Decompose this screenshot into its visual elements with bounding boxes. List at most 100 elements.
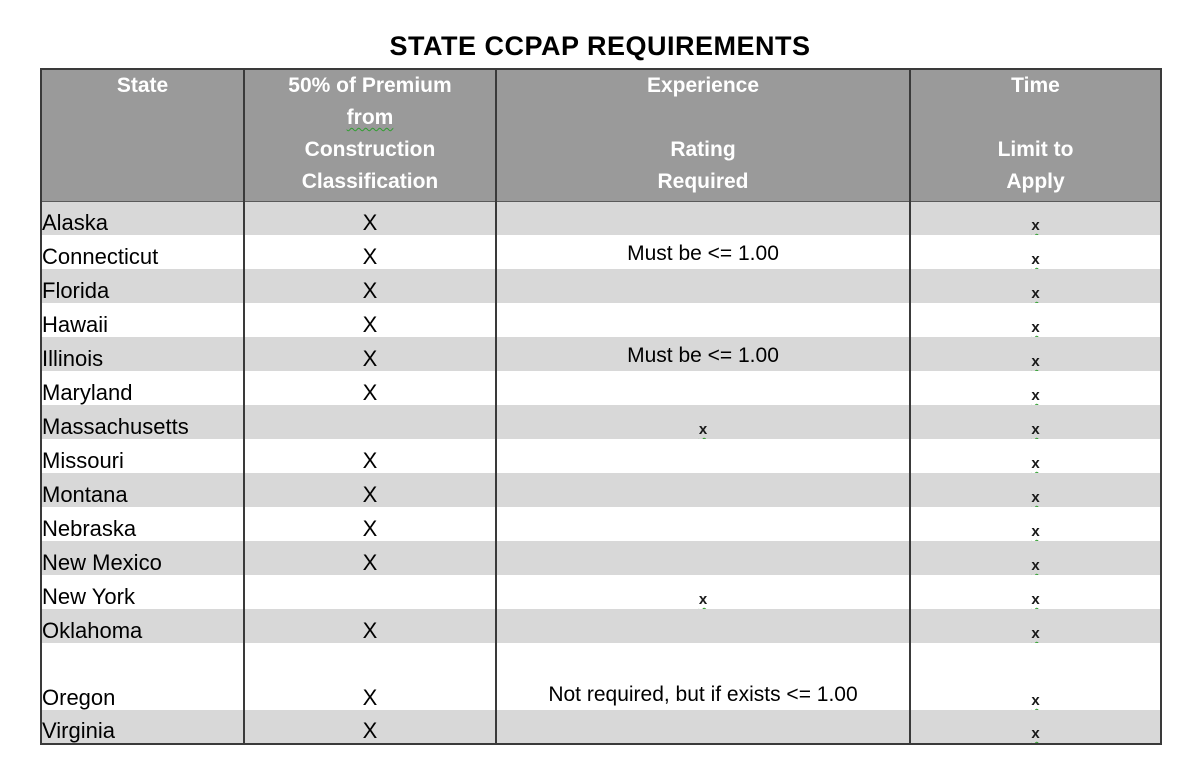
x-mark: X	[362, 717, 378, 743]
experience-cell: x	[495, 575, 911, 609]
x-mark: X	[362, 617, 378, 643]
small-x-mark: x	[1031, 556, 1040, 574]
small-x-mark: x	[1031, 352, 1040, 370]
small-x-mark: x	[698, 590, 708, 608]
note-text: Must be <= 1.00	[627, 242, 779, 265]
experience-cell	[495, 371, 911, 405]
state-cell: Illinois	[40, 337, 245, 371]
small-x-mark: x	[1031, 318, 1040, 336]
x-mark: X	[362, 684, 378, 710]
small-x-mark: x	[1031, 590, 1040, 608]
table-row: New York x x	[40, 575, 1162, 609]
table-header: State 50% of Premium from Construction Class…	[40, 69, 1162, 202]
x-mark: X	[362, 345, 378, 371]
state-cell: Massachusetts	[40, 405, 245, 439]
table-row: Connecticut X Must be <= 1.00 x	[40, 235, 1162, 269]
x-mark: X	[362, 515, 378, 541]
header-line: Time	[1011, 74, 1060, 97]
state-cell: Oklahoma	[40, 609, 245, 643]
time-cell: x	[909, 235, 1162, 269]
table-row: Massachusetts x x	[40, 405, 1162, 439]
column-header-time: Time Limit to Apply	[909, 69, 1162, 202]
small-x-mark: x	[1031, 522, 1040, 540]
experience-cell	[495, 269, 911, 303]
x-mark: X	[362, 209, 378, 235]
experience-cell: Must be <= 1.00	[495, 337, 911, 371]
experience-cell	[495, 473, 911, 507]
small-x-mark: x	[1031, 488, 1040, 506]
table-row: Illinois X Must be <= 1.00 x	[40, 337, 1162, 371]
header-row: State 50% of Premium from Construction Class…	[40, 69, 1162, 202]
page-title: STATE CCPAP REQUIREMENTS	[389, 31, 811, 61]
x-mark: X	[362, 549, 378, 575]
small-x-mark: x	[1031, 691, 1040, 709]
x-mark: X	[362, 379, 378, 405]
small-x-mark: x	[1031, 454, 1040, 472]
small-x-mark: x	[1031, 386, 1040, 404]
experience-cell	[495, 303, 911, 337]
state-cell: Florida	[40, 269, 245, 303]
premium-cell: X	[243, 201, 497, 235]
premium-cell	[243, 575, 497, 609]
time-cell: x	[909, 609, 1162, 643]
time-cell: x	[909, 337, 1162, 371]
x-mark: X	[362, 277, 378, 303]
small-x-mark: x	[1031, 216, 1040, 234]
header-line: Construction	[304, 138, 436, 161]
header-line	[498, 102, 908, 134]
state-cell: Virginia	[40, 710, 245, 744]
small-x-mark: x	[1031, 724, 1040, 742]
experience-cell	[495, 439, 911, 473]
state-cell: Nebraska	[40, 507, 245, 541]
header-line: Required	[657, 170, 749, 193]
time-cell: x	[909, 473, 1162, 507]
column-header-premium: 50% of Premium from Construction Classifica…	[243, 69, 497, 202]
experience-cell	[495, 609, 911, 643]
premium-cell: X	[243, 337, 497, 371]
x-mark: X	[362, 311, 378, 337]
requirements-table: State 50% of Premium from Construction Class…	[40, 68, 1162, 745]
header-line: State	[116, 74, 169, 97]
premium-cell: X	[243, 710, 497, 744]
premium-cell: X	[243, 269, 497, 303]
header-line: Limit to	[997, 138, 1074, 161]
time-cell: x	[909, 710, 1162, 744]
header-line	[912, 102, 1159, 134]
header-line: Experience	[646, 74, 760, 97]
experience-cell	[495, 710, 911, 744]
experience-cell	[495, 541, 911, 575]
time-cell: x	[909, 371, 1162, 405]
state-cell: Connecticut	[40, 235, 245, 269]
experience-cell: Not required, but if exists <= 1.00	[495, 643, 911, 710]
premium-cell: X	[243, 507, 497, 541]
header-line: Classification	[301, 170, 439, 193]
premium-cell: X	[243, 235, 497, 269]
premium-cell: X	[243, 643, 497, 710]
time-cell: x	[909, 575, 1162, 609]
time-cell: x	[909, 405, 1162, 439]
time-cell: x	[909, 541, 1162, 575]
experience-cell: x	[495, 405, 911, 439]
header-line: Rating	[670, 138, 736, 161]
small-x-mark: x	[1031, 624, 1040, 642]
premium-cell: X	[243, 541, 497, 575]
experience-cell	[495, 507, 911, 541]
x-mark: X	[362, 481, 378, 507]
premium-cell: X	[243, 473, 497, 507]
time-cell: x	[909, 507, 1162, 541]
premium-cell: X	[243, 609, 497, 643]
state-cell: New Mexico	[40, 541, 245, 575]
small-x-mark: x	[1031, 250, 1040, 268]
experience-cell	[495, 201, 911, 235]
time-cell: x	[909, 303, 1162, 337]
state-cell: Montana	[40, 473, 245, 507]
